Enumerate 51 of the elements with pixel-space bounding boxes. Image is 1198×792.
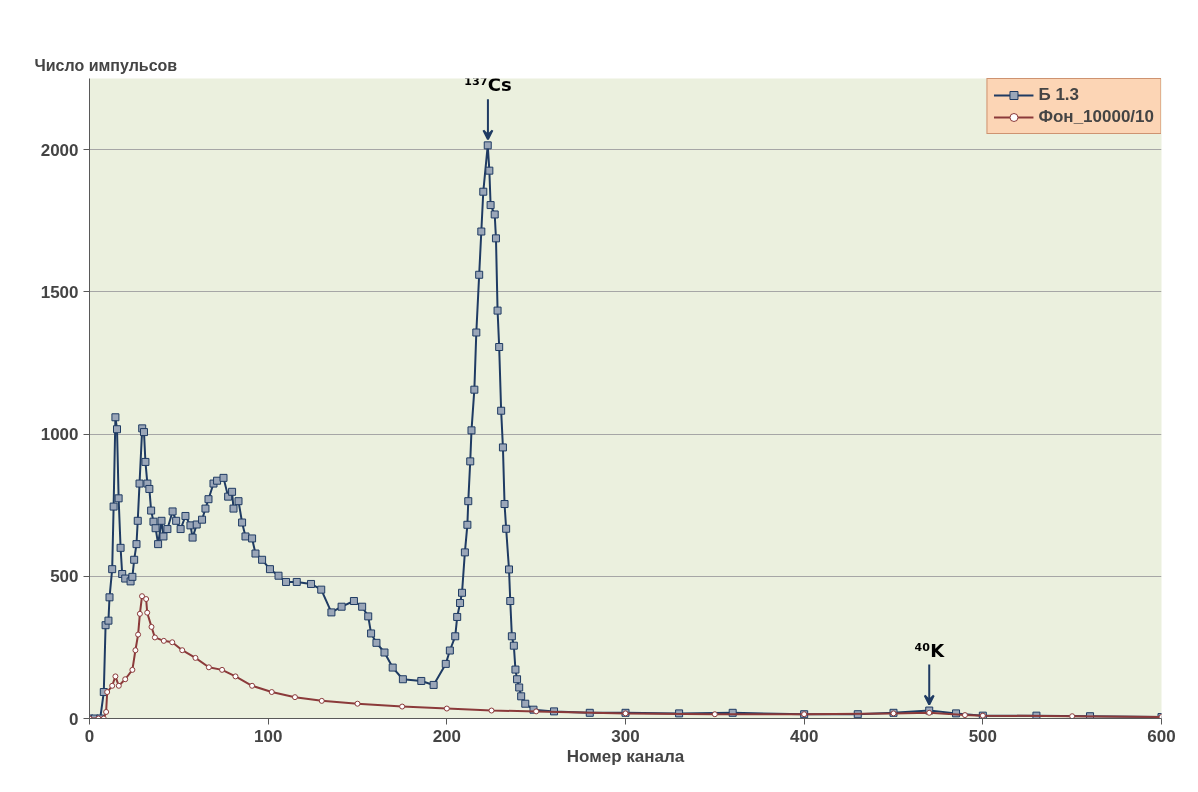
y-tick-label: 2000 bbox=[40, 140, 79, 160]
point bbox=[129, 666, 136, 673]
point bbox=[179, 647, 186, 654]
point bbox=[143, 596, 150, 603]
x-axis-title: Номер канала bbox=[566, 746, 685, 766]
point bbox=[115, 682, 122, 689]
point bbox=[318, 697, 325, 704]
point bbox=[135, 631, 142, 638]
y-axis-title: Число импульсов bbox=[34, 56, 178, 74]
y-tick-label: 1000 bbox=[40, 425, 79, 445]
point bbox=[268, 689, 275, 696]
x-tick-label: 0 bbox=[84, 726, 95, 746]
point bbox=[109, 682, 116, 689]
point bbox=[132, 647, 139, 654]
point bbox=[192, 654, 199, 661]
point bbox=[399, 703, 406, 710]
y-tick-label: 1500 bbox=[40, 282, 79, 302]
point bbox=[103, 708, 110, 715]
legend-label: Б 1.3 bbox=[1038, 85, 1080, 105]
y-tick-label: 500 bbox=[50, 567, 79, 587]
point bbox=[443, 705, 450, 712]
point bbox=[232, 673, 239, 680]
point bbox=[139, 593, 146, 600]
point bbox=[104, 689, 111, 696]
point bbox=[711, 711, 718, 718]
x-tick-label: 400 bbox=[789, 726, 819, 746]
x-tick-label: 300 bbox=[611, 726, 640, 746]
x-tick-label: 600 bbox=[1147, 726, 1176, 746]
point bbox=[205, 664, 212, 671]
point bbox=[291, 694, 298, 701]
point bbox=[961, 712, 968, 719]
point bbox=[112, 673, 119, 680]
legend-label: Фон_10000/10 bbox=[1038, 107, 1154, 127]
point bbox=[144, 609, 151, 616]
point bbox=[169, 639, 176, 646]
point bbox=[488, 707, 495, 714]
point bbox=[219, 666, 226, 673]
point bbox=[1069, 713, 1076, 719]
x-tick-label: 500 bbox=[968, 726, 998, 746]
point bbox=[136, 610, 143, 617]
x-tick-label: 100 bbox=[253, 726, 283, 746]
annotation: ⁴⁰K bbox=[914, 639, 946, 661]
point bbox=[249, 682, 256, 689]
point bbox=[122, 676, 129, 683]
x-tick-label: 200 bbox=[432, 726, 462, 746]
point bbox=[160, 637, 167, 644]
point bbox=[354, 700, 361, 707]
point bbox=[533, 708, 540, 715]
point bbox=[148, 623, 155, 630]
point bbox=[151, 634, 158, 641]
y-tick-label: 0 bbox=[69, 709, 79, 729]
